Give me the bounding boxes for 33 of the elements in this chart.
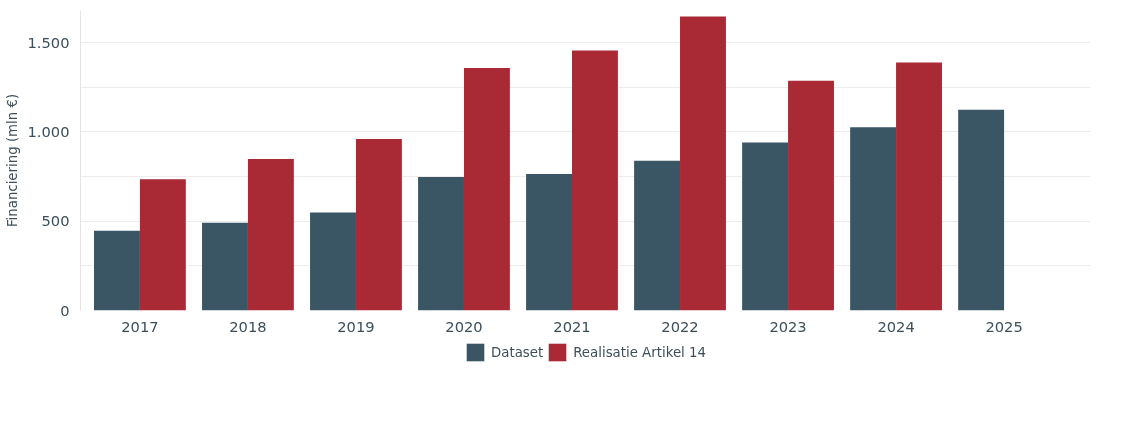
y-tick-label: 0 <box>60 301 70 319</box>
bar <box>526 173 572 311</box>
legend-label: Realisatie Artikel 14 <box>573 344 706 360</box>
y-tick-label: 500 <box>41 212 70 230</box>
bar <box>202 222 248 311</box>
bar <box>310 212 356 311</box>
bar <box>680 16 726 311</box>
x-tick-label: 2019 <box>337 317 375 335</box>
bar <box>139 179 186 311</box>
x-tick-label: 2025 <box>985 317 1023 335</box>
x-tick-label: 2021 <box>553 317 591 335</box>
y-axis-title: Financiering (mln €) <box>4 93 20 228</box>
x-tick-label: 2023 <box>769 317 807 335</box>
bar <box>788 80 834 311</box>
x-tick-label: 2024 <box>877 317 915 335</box>
legend-label: Dataset <box>491 344 544 360</box>
y-tick-label: 1.500 <box>27 33 70 51</box>
bar <box>634 160 681 311</box>
bar <box>896 62 942 311</box>
bar <box>742 142 789 311</box>
x-tick-label: 2022 <box>661 317 699 335</box>
x-tick-label: 2017 <box>121 317 159 335</box>
bar <box>958 109 1005 311</box>
bar <box>850 127 897 311</box>
bar <box>355 138 402 311</box>
bar <box>463 68 510 311</box>
bar <box>572 50 618 311</box>
y-tick-label: 1.000 <box>27 122 70 140</box>
x-tick-label: 2020 <box>445 317 483 335</box>
x-tick-label: 2018 <box>229 317 267 335</box>
bar <box>94 230 140 311</box>
bar <box>247 159 294 311</box>
bar <box>418 177 464 311</box>
